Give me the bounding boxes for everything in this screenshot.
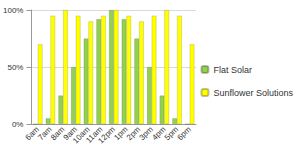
svg-text:5pm: 5pm — [162, 124, 181, 143]
svg-text:10am: 10am — [71, 124, 92, 146]
svg-text:Sunflower Solutions: Sunflower Solutions — [213, 88, 293, 98]
svg-text:3pm: 3pm — [137, 124, 155, 143]
svg-text:1pm: 1pm — [112, 124, 130, 143]
svg-text:0%: 0% — [12, 120, 24, 129]
svg-text:100%: 100% — [3, 6, 23, 15]
svg-text:4pm: 4pm — [150, 124, 168, 143]
svg-text:11am: 11am — [84, 124, 105, 145]
svg-text:Flat Solar: Flat Solar — [213, 65, 252, 75]
svg-text:6pm: 6pm — [175, 125, 193, 143]
svg-text:2pm: 2pm — [124, 124, 143, 143]
svg-text:8am: 8am — [48, 124, 67, 143]
svg-text:6am: 6am — [23, 124, 41, 143]
svg-text:50%: 50% — [7, 63, 23, 72]
svg-text:7am: 7am — [36, 124, 54, 143]
svg-text:9am: 9am — [61, 124, 79, 143]
svg-text:12pm: 12pm — [96, 124, 117, 146]
